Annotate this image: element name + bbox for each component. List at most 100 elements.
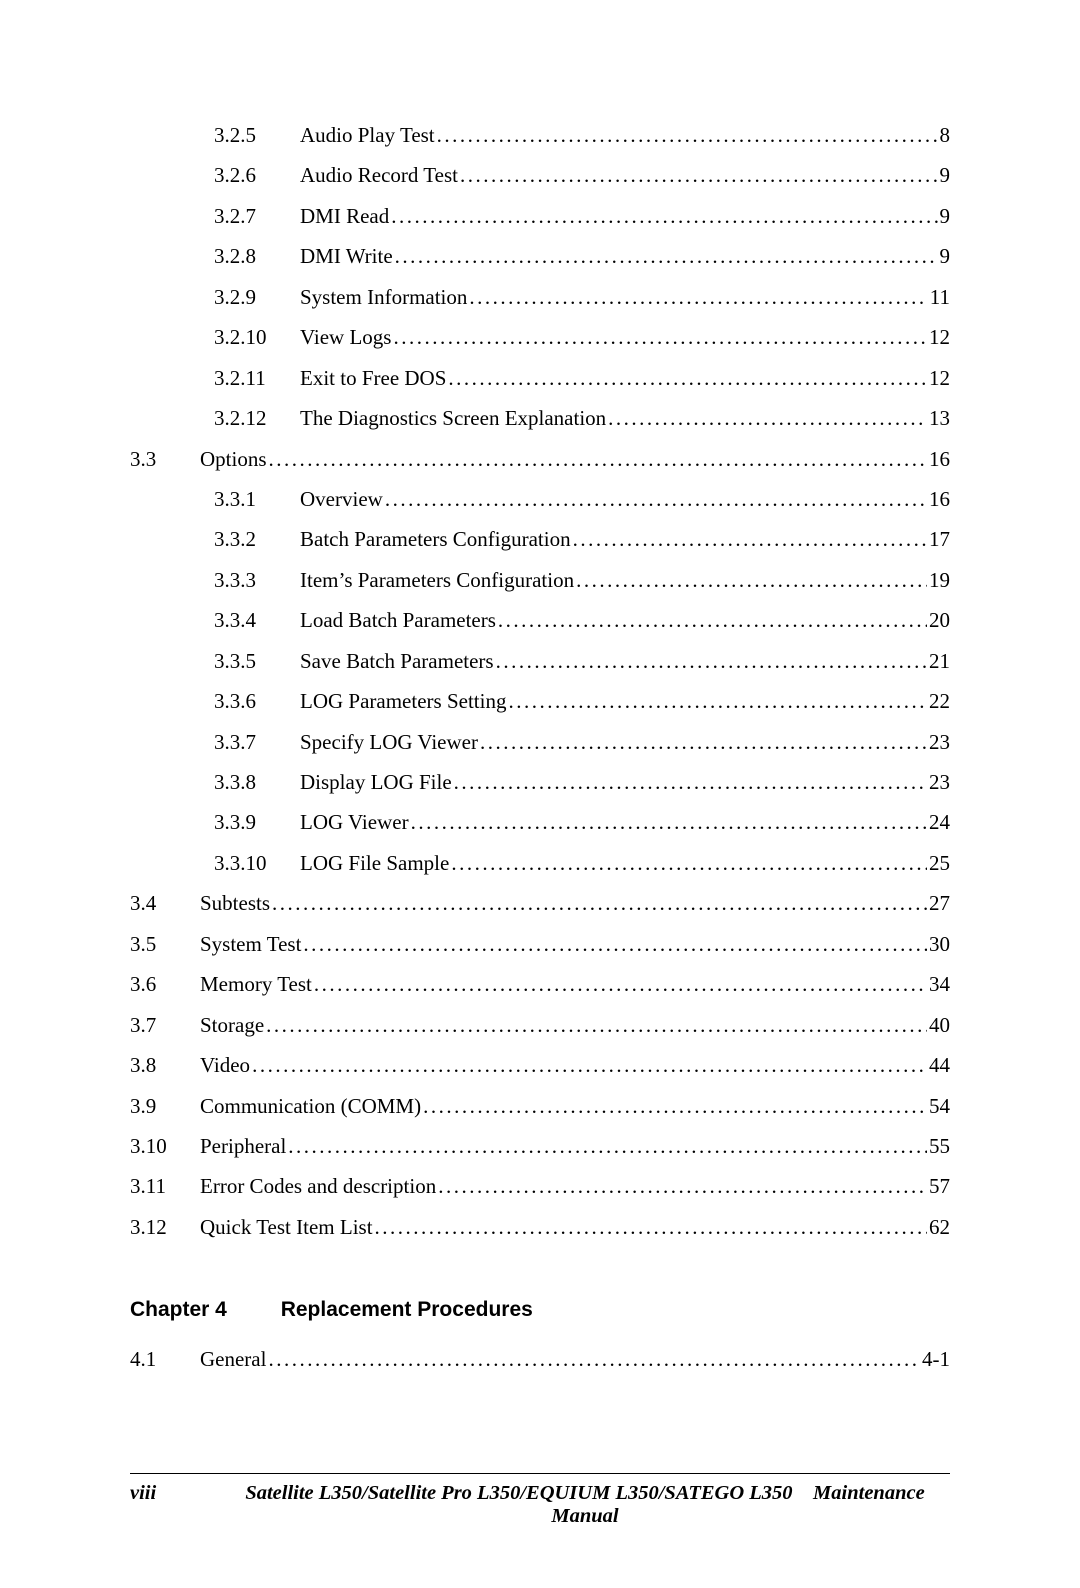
- toc-page-number: 44: [927, 1050, 950, 1080]
- toc-section-number: 3.3: [130, 444, 200, 474]
- toc-entry: 3.2.6Audio Record Test9: [130, 160, 950, 190]
- toc-title: Load Batch Parameters: [300, 605, 498, 635]
- toc-page-number: 17: [927, 524, 950, 554]
- toc-title-line: Subtests27: [200, 888, 950, 918]
- toc-entry: 3.2.7DMI Read9: [130, 201, 950, 231]
- toc-subsection-number: 3.3.6: [200, 686, 300, 716]
- toc-subsection-number: 3.2.11: [200, 363, 300, 393]
- document-page: 3.2.5Audio Play Test83.2.6Audio Record T…: [0, 0, 1080, 1588]
- toc-subsection-number: 3.3.5: [200, 646, 300, 676]
- toc-leader-dots: [576, 565, 927, 595]
- toc-subsection-number: 3.2.9: [200, 282, 300, 312]
- toc-subsection-number: 3.3.2: [200, 524, 300, 554]
- toc-title: Item’s Parameters Configuration: [300, 565, 576, 595]
- toc-title-line: Memory Test34: [200, 969, 950, 999]
- toc-title-line: DMI Read9: [300, 201, 950, 231]
- toc-page-number: 9: [938, 241, 951, 271]
- toc-title-line: Item’s Parameters Configuration19: [300, 565, 950, 595]
- toc-leader-dots: [288, 1131, 927, 1161]
- toc-block-chapter4: 4.1General 4-1: [130, 1344, 950, 1374]
- toc-title-line: LOG Parameters Setting22: [300, 686, 950, 716]
- toc-leader-dots: [303, 929, 927, 959]
- toc-page-number: 13: [927, 403, 950, 433]
- toc-leader-dots: [469, 282, 927, 312]
- toc-title: DMI Read: [300, 201, 391, 231]
- toc-title: General: [200, 1344, 268, 1374]
- toc-entry: 3.5System Test30: [130, 929, 950, 959]
- toc-leader-dots: [573, 524, 927, 554]
- chapter-4-heading: Chapter 4 Replacement Procedures: [130, 1298, 950, 1322]
- toc-entry: 3.2.5Audio Play Test8: [130, 120, 950, 150]
- footer-text: Satellite L350/Satellite Pro L350/EQUIUM…: [220, 1482, 950, 1528]
- toc-title: LOG Viewer: [300, 807, 411, 837]
- toc-leader-dots: [448, 363, 927, 393]
- toc-leader-dots: [252, 1050, 927, 1080]
- toc-entry: 3.3.8Display LOG File23: [130, 767, 950, 797]
- toc-page-number: 25: [927, 848, 950, 878]
- toc-title-line: Options16: [200, 444, 950, 474]
- toc-entry: 3.7Storage 40: [130, 1010, 950, 1040]
- toc-entry: 3.6Memory Test34: [130, 969, 950, 999]
- toc-leader-dots: [268, 1344, 920, 1374]
- toc-entry: 3.3.1Overview16: [130, 484, 950, 514]
- toc-leader-dots: [438, 1171, 927, 1201]
- toc-title-line: Error Codes and description57: [200, 1171, 950, 1201]
- toc-title-line: Video 44: [200, 1050, 950, 1080]
- toc-title: Options: [200, 444, 269, 474]
- toc-subsection-number: 3.3.7: [200, 727, 300, 757]
- toc-subsection-number: 3.3.3: [200, 565, 300, 595]
- toc-leader-dots: [508, 686, 927, 716]
- toc-title: Audio Play Test: [300, 120, 437, 150]
- toc-subsection-number: 3.3.9: [200, 807, 300, 837]
- toc-title: System Test: [200, 929, 303, 959]
- toc-subsection-number: 3.2.10: [200, 322, 300, 352]
- toc-title: Exit to Free DOS: [300, 363, 448, 393]
- toc-entry: 3.3.9LOG Viewer24: [130, 807, 950, 837]
- toc-title-line: System Test30: [200, 929, 950, 959]
- toc-entry: 3.2.8DMI Write9: [130, 241, 950, 271]
- toc-title: Batch Parameters Configuration: [300, 524, 573, 554]
- toc-page-number: 12: [927, 363, 950, 393]
- toc-entry: 3.2.12The Diagnostics Screen Explanation…: [130, 403, 950, 433]
- toc-title-line: Overview16: [300, 484, 950, 514]
- toc-title: Quick Test Item List: [200, 1212, 375, 1242]
- toc-page-number: 34: [927, 969, 950, 999]
- toc-title: LOG File Sample: [300, 848, 451, 878]
- toc-page-number: 23: [927, 727, 950, 757]
- toc-title-line: System Information11: [300, 282, 950, 312]
- toc-entry: 3.3.7Specify LOG Viewer23: [130, 727, 950, 757]
- toc-entry: 3.3.2Batch Parameters Configuration 17: [130, 524, 950, 554]
- toc-leader-dots: [451, 848, 927, 878]
- toc-title-line: View Logs12: [300, 322, 950, 352]
- toc-page-number: 4-1: [920, 1344, 950, 1374]
- toc-title-line: Batch Parameters Configuration 17: [300, 524, 950, 554]
- toc-page-number: 40: [927, 1010, 950, 1040]
- toc-title-line: Peripheral55: [200, 1131, 950, 1161]
- toc-title: Error Codes and description: [200, 1171, 438, 1201]
- toc-leader-dots: [608, 403, 927, 433]
- toc-title-line: Audio Play Test 8: [300, 120, 950, 150]
- toc-entry: 3.3Options16: [130, 444, 950, 474]
- toc-entry: 3.3.10LOG File Sample25: [130, 848, 950, 878]
- toc-page-number: 27: [927, 888, 950, 918]
- chapter-title: Replacement Procedures: [281, 1298, 533, 1322]
- toc-entry: 4.1General 4-1: [130, 1344, 950, 1374]
- toc-entry: 3.3.4Load Batch Parameters20: [130, 605, 950, 635]
- toc-title-line: Display LOG File23: [300, 767, 950, 797]
- toc-title-line: Load Batch Parameters20: [300, 605, 950, 635]
- toc-page-number: 54: [927, 1091, 950, 1121]
- toc-page-number: 23: [927, 767, 950, 797]
- toc-title: Video: [200, 1050, 252, 1080]
- toc-title: The Diagnostics Screen Explanation: [300, 403, 608, 433]
- toc-page-number: 55: [927, 1131, 950, 1161]
- toc-section-number: 3.7: [130, 1010, 200, 1040]
- toc-section-number: 4.1: [130, 1344, 200, 1374]
- toc-subsection-number: 3.2.7: [200, 201, 300, 231]
- toc-title: Storage: [200, 1010, 266, 1040]
- toc-page-number: 8: [938, 120, 951, 150]
- toc-entry: 3.10Peripheral55: [130, 1131, 950, 1161]
- chapter-label: Chapter 4: [130, 1298, 227, 1322]
- toc-title-line: LOG File Sample 25: [300, 848, 950, 878]
- toc-title-line: Communication (COMM)54: [200, 1091, 950, 1121]
- toc-entry: 3.3.5Save Batch Parameters21: [130, 646, 950, 676]
